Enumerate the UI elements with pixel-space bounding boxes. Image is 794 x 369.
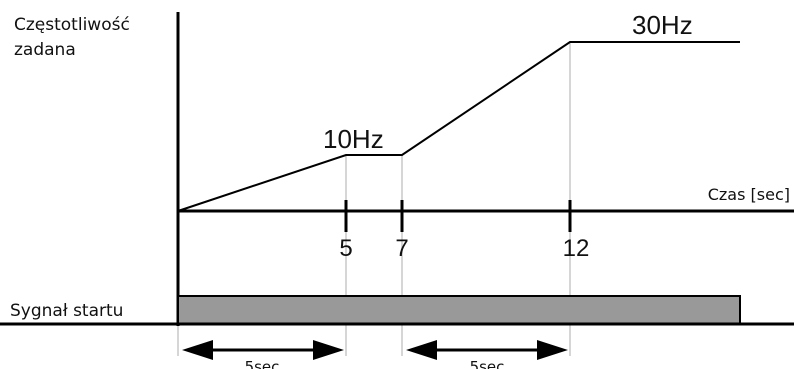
frequency-10hz-label: 10Hz	[323, 124, 384, 154]
y-axis-label-line2: zadana	[14, 40, 76, 60]
interval-arrow-1-left-head	[182, 340, 213, 360]
start-signal-bar	[177, 295, 741, 325]
frequency-30hz-label: 30Hz	[632, 10, 693, 40]
interval-label-1: 5sec	[245, 358, 280, 369]
frequency-profile-line	[177, 41, 740, 212]
interval-arrow-2-left-head	[406, 340, 437, 360]
time-axis-label: Czas [sec]	[708, 185, 790, 204]
tick-label-t12: 12	[563, 235, 590, 262]
start-signal-label: Sygnał startu	[10, 301, 123, 321]
tick-label-t7: 7	[395, 235, 408, 262]
interval-label-2: 5sec	[470, 358, 505, 369]
interval-arrow-2-right-head	[537, 340, 568, 360]
interval-arrow-1-right-head	[313, 340, 344, 360]
y-axis-label-line1: Częstotliwość	[14, 15, 130, 35]
tick-label-t5: 5	[339, 235, 352, 262]
